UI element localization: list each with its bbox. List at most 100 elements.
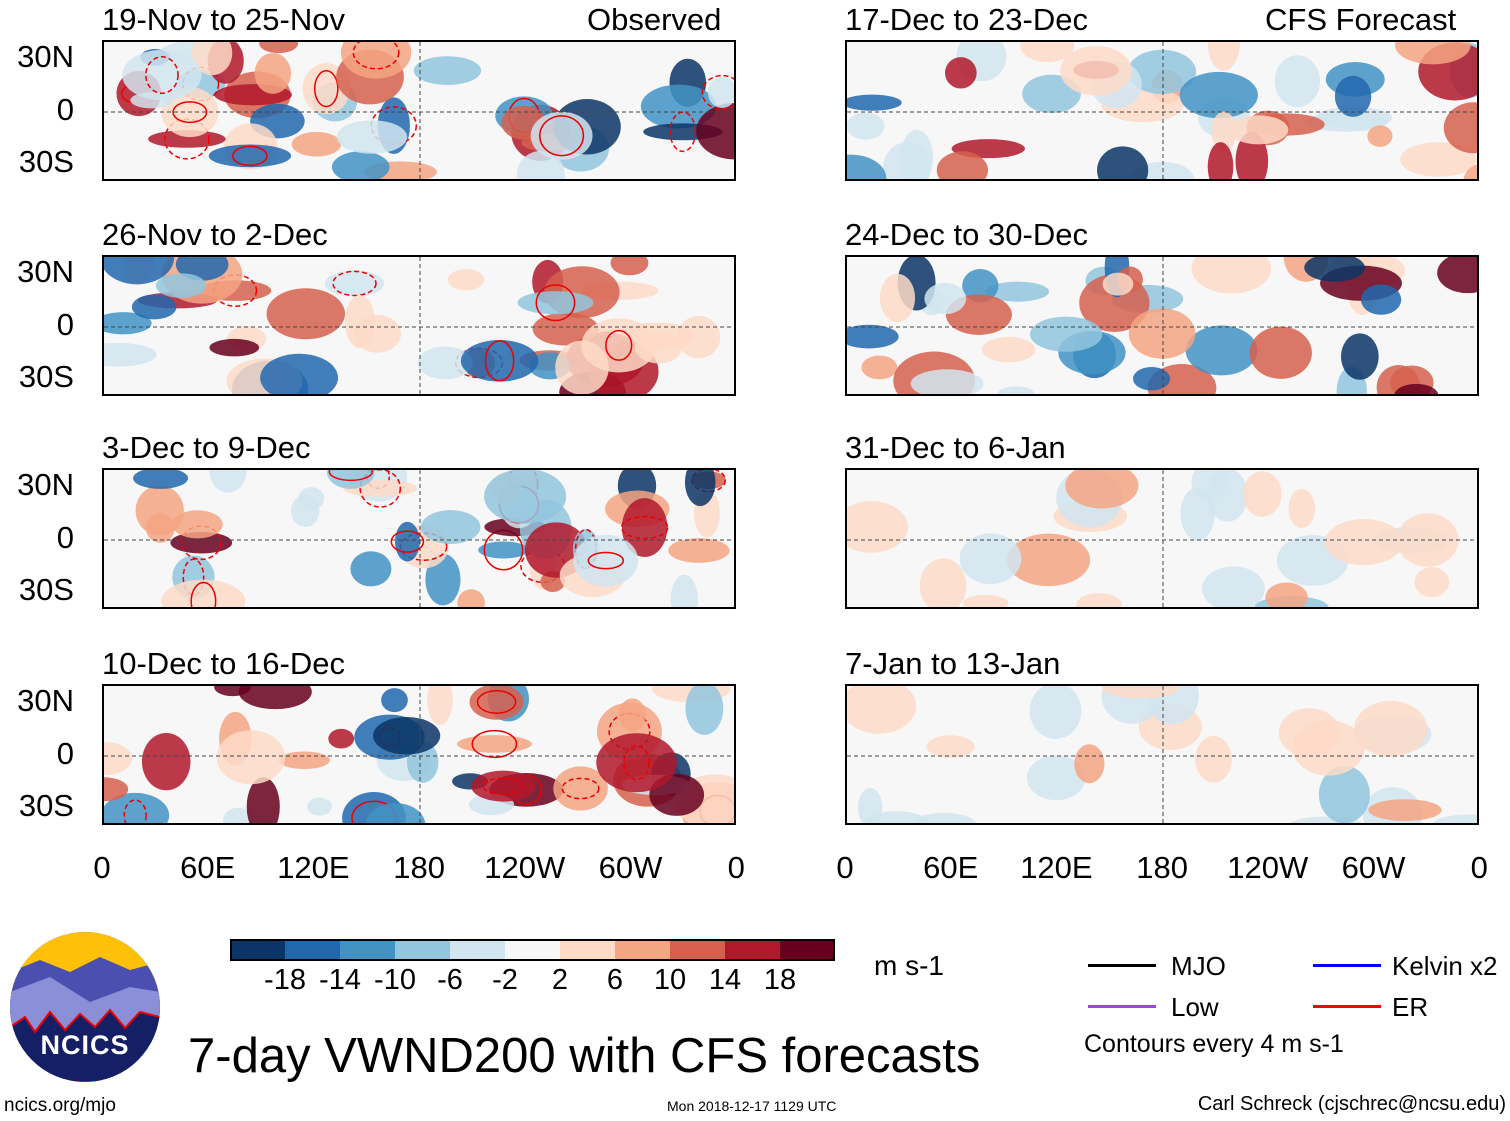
anomaly-blob xyxy=(847,324,899,349)
anomaly-blob xyxy=(911,812,977,823)
anomaly-blob xyxy=(530,111,593,160)
anomaly-blob xyxy=(858,787,883,823)
anomaly-blob xyxy=(420,510,481,544)
footer-timestamp: Mon 2018-12-17 1129 UTC xyxy=(667,1098,837,1114)
map-panel xyxy=(102,684,736,825)
anomaly-blob xyxy=(1207,142,1234,179)
anomaly-blob xyxy=(1265,582,1308,607)
y-axis-label: 30S xyxy=(18,359,74,394)
anomaly-blob xyxy=(1191,257,1272,294)
anomaly-blob xyxy=(1242,471,1282,517)
anomaly-blob xyxy=(1437,257,1477,294)
logo-text: NCICS xyxy=(40,1030,130,1060)
legend-line-low xyxy=(1088,1005,1156,1008)
anomaly-blob xyxy=(684,470,716,507)
anomaly-blob xyxy=(1324,519,1403,566)
anomaly-blob xyxy=(847,686,917,734)
anomaly-blob xyxy=(1334,75,1372,117)
colorbar-swatch xyxy=(670,939,725,961)
er-contour xyxy=(471,729,518,759)
er-contour xyxy=(535,284,576,322)
legend-label-er: ER xyxy=(1392,992,1429,1022)
er-contour xyxy=(561,777,600,800)
legend-line-kelvin xyxy=(1313,964,1381,967)
er-contour xyxy=(190,581,217,607)
anomaly-blob xyxy=(1029,316,1103,352)
anomaly-blob xyxy=(847,501,909,553)
anomaly-blob xyxy=(517,291,594,315)
anomaly-blob xyxy=(1065,470,1139,509)
anomaly-blob xyxy=(1102,686,1180,699)
wind-anomaly-field xyxy=(847,686,1477,823)
anomaly-blob xyxy=(1340,333,1379,380)
colorbar-label: -18 xyxy=(264,964,306,996)
anomaly-blob xyxy=(926,735,975,758)
anomaly-blob xyxy=(879,273,916,323)
anomaly-blob xyxy=(1128,308,1196,359)
anomaly-blob xyxy=(141,732,191,791)
anomaly-blob xyxy=(394,521,420,562)
anomaly-blob xyxy=(365,803,426,823)
figure-title: 7-day VWND200 with CFS forecasts xyxy=(188,1029,981,1083)
anomaly-blob xyxy=(1396,513,1459,567)
y-axis-label: 30N xyxy=(17,683,74,718)
er-contour xyxy=(539,115,585,157)
anomaly-blob xyxy=(634,332,683,364)
anomaly-blob xyxy=(919,558,967,607)
er-contour xyxy=(605,329,633,361)
er-contour xyxy=(232,145,268,167)
anomaly-blob xyxy=(172,510,223,539)
er-contour xyxy=(182,558,205,596)
anomaly-blob xyxy=(478,541,529,559)
legend-label-kelvin: Kelvin x2 xyxy=(1392,951,1498,981)
panel-title: 10-Dec to 16-Dec xyxy=(102,646,345,681)
er-contour xyxy=(313,70,339,108)
y-axis-label: 0 xyxy=(56,92,74,127)
panel-title: 17-Dec to 23-Dec xyxy=(845,2,1088,37)
anomaly-blob xyxy=(1076,593,1122,607)
x-axis-label: 60W xyxy=(598,850,663,885)
colorbar-swatch xyxy=(230,939,285,961)
anomaly-blob xyxy=(596,733,677,793)
anomaly-blob xyxy=(985,281,1050,302)
anomaly-blob xyxy=(209,470,247,493)
x-axis-label: 60W xyxy=(1341,850,1406,885)
anomaly-blob xyxy=(484,470,567,524)
colorbar-swatch xyxy=(780,939,835,961)
wind-anomaly-field xyxy=(104,42,734,179)
anomaly-blob xyxy=(1060,46,1133,96)
anomaly-blob xyxy=(1288,488,1316,529)
anomaly-blob xyxy=(161,579,246,607)
ncics-logo: NCICS xyxy=(10,932,160,1082)
colorbar-label: -14 xyxy=(319,964,361,996)
anomaly-blob xyxy=(381,688,408,713)
anomaly-blob xyxy=(621,498,668,557)
anomaly-blob xyxy=(1400,142,1477,177)
anomaly-blob xyxy=(1463,164,1477,179)
colorbar-swatch xyxy=(615,939,670,961)
legend-label-low: Low xyxy=(1171,992,1219,1022)
y-axis-label: 30S xyxy=(18,144,74,179)
y-axis-label: 0 xyxy=(56,520,74,555)
y-axis-label: 0 xyxy=(56,307,74,342)
legend-label-mjo: MJO xyxy=(1171,951,1226,981)
legend-note: Contours every 4 m s-1 xyxy=(1084,1030,1344,1058)
anomaly-blob xyxy=(170,531,233,554)
colorbar-swatch xyxy=(450,939,505,961)
anomaly-blob xyxy=(1180,487,1215,541)
y-axis-label: 30N xyxy=(17,39,74,74)
anomaly-blob xyxy=(670,574,698,607)
colorbar-swatch xyxy=(725,939,780,961)
anomaly-blob xyxy=(331,151,390,179)
map-panel xyxy=(845,684,1479,825)
map-panel xyxy=(102,255,736,396)
y-axis-label: 30N xyxy=(17,467,74,502)
y-axis-label: 30S xyxy=(18,572,74,607)
anomaly-blob xyxy=(553,766,608,811)
x-axis-label: 120E xyxy=(1020,850,1093,885)
anomaly-blob xyxy=(1292,720,1365,776)
anomaly-blob xyxy=(944,57,977,89)
anomaly-blob xyxy=(344,295,375,348)
anomaly-blob xyxy=(447,269,485,291)
x-axis-label: 180 xyxy=(1136,850,1188,885)
